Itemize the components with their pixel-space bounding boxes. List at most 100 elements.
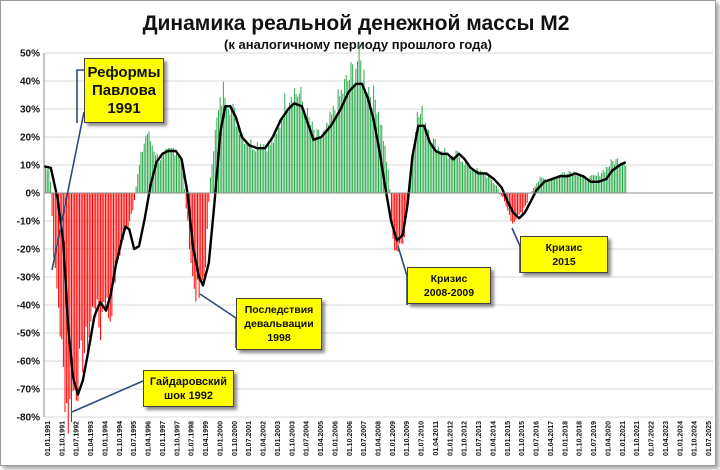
- x-tick-label: 01.04.1999: [203, 421, 210, 456]
- bar: [345, 75, 347, 193]
- bar: [146, 133, 148, 193]
- bar: [600, 173, 603, 193]
- bar: [119, 193, 121, 256]
- annotation-leader-line: [397, 245, 408, 277]
- bar: [145, 135, 147, 193]
- bar: [308, 117, 310, 193]
- bar: [441, 151, 443, 193]
- bar: [116, 193, 118, 259]
- bar: [563, 172, 565, 193]
- bar: [625, 166, 627, 193]
- annotation-line: 1998: [267, 332, 291, 344]
- bar: [335, 115, 337, 193]
- bar: [491, 179, 493, 193]
- bar: [282, 118, 284, 193]
- bar: [142, 151, 144, 193]
- x-tick-label: 01.10.1991: [59, 421, 66, 456]
- bar: [172, 147, 174, 193]
- bar: [91, 193, 93, 307]
- bar: [93, 193, 95, 309]
- bar: [374, 99, 376, 193]
- bar: [418, 117, 420, 193]
- bar: [179, 159, 181, 193]
- bar: [397, 193, 399, 252]
- bar: [479, 170, 481, 193]
- bar: [54, 193, 56, 269]
- x-tick-label: 01.04.2017: [548, 421, 555, 456]
- bar: [264, 145, 266, 193]
- bar: [72, 193, 74, 392]
- x-tick-label: 01.07.2016: [534, 421, 541, 456]
- bar: [399, 193, 401, 244]
- bar: [64, 193, 66, 413]
- bar: [439, 151, 441, 193]
- bar: [589, 176, 591, 193]
- bar: [615, 159, 617, 193]
- bar: [389, 189, 391, 193]
- bar: [263, 143, 265, 193]
- bar: [121, 193, 123, 242]
- bar: [281, 119, 283, 193]
- bar: [167, 148, 169, 193]
- bar: [302, 101, 304, 193]
- chart-title: Динамика реальной денежной массы М2: [143, 12, 570, 35]
- bar: [444, 147, 446, 193]
- bar: [502, 193, 504, 198]
- x-tick-label: 01.07.1992: [74, 421, 81, 456]
- bar: [53, 193, 55, 258]
- bar: [137, 174, 139, 193]
- bar: [329, 111, 331, 193]
- x-tick-label: 01.07.1995: [131, 421, 138, 456]
- bar: [599, 176, 601, 193]
- bar: [554, 178, 556, 193]
- bar: [586, 180, 588, 193]
- x-tick-label: 01.01.2000: [217, 421, 224, 456]
- x-tick-label: 01.01.2012: [447, 421, 454, 456]
- bar: [227, 108, 229, 193]
- bar: [46, 169, 48, 193]
- bar: [240, 133, 242, 193]
- bar: [274, 132, 276, 193]
- bar: [124, 193, 126, 232]
- bar: [103, 193, 105, 303]
- bar: [158, 162, 160, 193]
- bar: [140, 151, 142, 193]
- bar: [276, 133, 278, 193]
- bar: [347, 80, 349, 193]
- bar: [332, 105, 334, 193]
- bar: [356, 61, 358, 194]
- bar: [138, 164, 140, 193]
- bar: [371, 108, 373, 193]
- bar: [581, 175, 583, 193]
- annotation-line: Гайдаровский: [149, 375, 228, 388]
- y-tick-label: -10%: [17, 217, 40, 228]
- bar: [198, 193, 200, 298]
- bar: [209, 177, 211, 193]
- annotation-line: Кризис: [545, 241, 583, 254]
- bar: [214, 130, 216, 193]
- bar: [205, 193, 207, 268]
- y-tick-label: -40%: [17, 301, 40, 312]
- bar: [423, 126, 425, 193]
- bar: [450, 158, 452, 193]
- bar: [114, 193, 116, 283]
- y-tick-label: 40%: [20, 77, 40, 88]
- bar: [293, 88, 295, 193]
- y-tick-label: -70%: [17, 385, 40, 396]
- bar: [122, 193, 124, 240]
- x-tick-label: 01.01.2009: [390, 421, 397, 456]
- bar: [80, 193, 82, 341]
- annotation-crisis-2008-2009: Кризис 2008-2009: [407, 267, 491, 304]
- bar: [513, 193, 515, 223]
- bar: [525, 193, 527, 206]
- bar: [360, 60, 362, 193]
- x-tick-label: 01.04.2008: [376, 421, 383, 456]
- bar: [578, 175, 580, 193]
- bar: [458, 156, 460, 193]
- x-tick-label: 01.04.2005: [318, 421, 325, 456]
- bar: [494, 184, 496, 193]
- x-tick-label: 01.10.2012: [462, 421, 469, 456]
- x-tick-label: 01.07.2010: [419, 421, 426, 456]
- annotation-line: шок 1992: [164, 389, 213, 402]
